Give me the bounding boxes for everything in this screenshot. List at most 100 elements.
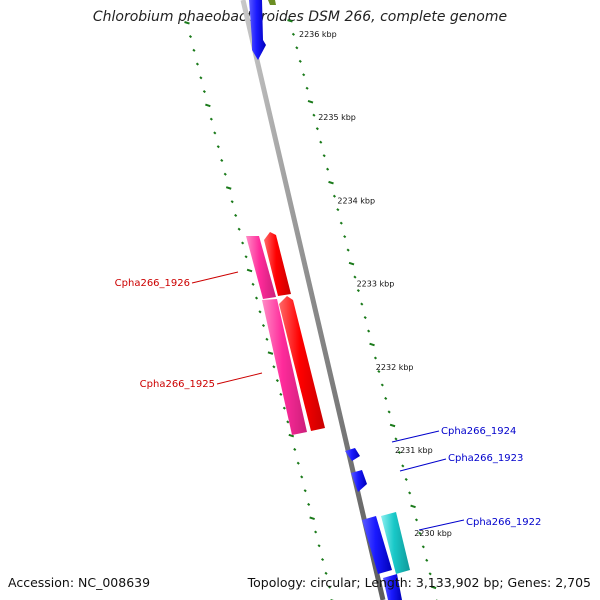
major-tick — [410, 504, 416, 509]
svg-text:Cpha266_1924: Cpha266_1924 — [441, 426, 516, 437]
reverse-strand-ring — [184, 21, 334, 600]
gene-label-1924[interactable]: Cpha266_1924 — [391, 426, 516, 443]
major-tick — [288, 433, 295, 438]
scale-tick-label: 2234 kbp — [337, 196, 375, 205]
minor-tick — [302, 73, 306, 77]
minor-tick — [220, 158, 224, 162]
minor-tick — [360, 302, 364, 306]
svg-text:Cpha266_1925: Cpha266_1925 — [140, 379, 215, 390]
gene-1924-forward — [345, 448, 360, 461]
minor-tick — [343, 235, 347, 239]
minor-tick — [300, 475, 304, 479]
minor-tick — [199, 76, 203, 80]
minor-tick — [241, 241, 245, 245]
minor-tick — [418, 531, 422, 535]
minor-tick — [324, 571, 328, 575]
minor-tick — [202, 90, 206, 94]
minor-tick — [377, 369, 381, 374]
minor-tick — [192, 48, 196, 52]
gene-label-1925[interactable]: Cpha266_1925 — [140, 372, 263, 390]
major-tick — [430, 585, 437, 590]
minor-tick — [291, 32, 295, 36]
major-tick — [184, 21, 190, 25]
minor-tick — [373, 356, 378, 360]
minor-tick — [293, 447, 297, 451]
minor-tick — [261, 324, 266, 328]
genome-backbone — [240, 0, 386, 600]
minor-tick — [380, 383, 384, 387]
minor-tick — [363, 315, 367, 320]
minor-tick — [397, 450, 401, 454]
feature-top — [249, 0, 276, 60]
accession-text: Accession: NC_008639 — [8, 575, 151, 590]
minor-tick — [315, 127, 319, 131]
major-tick — [267, 351, 274, 355]
genome-summary-text: Topology: circular; Length: 3,133,902 bp… — [247, 575, 591, 590]
minor-tick — [428, 572, 432, 576]
minor-tick — [327, 585, 332, 589]
minor-tick — [251, 282, 255, 286]
minor-tick — [305, 86, 309, 90]
major-tick — [328, 180, 334, 185]
minor-tick — [394, 437, 398, 441]
major-tick — [246, 268, 253, 273]
major-tick — [389, 423, 396, 428]
minor-tick — [188, 35, 193, 39]
minor-tick — [295, 46, 299, 50]
major-tick — [225, 186, 232, 190]
minor-tick — [296, 461, 300, 465]
minor-tick — [272, 365, 276, 369]
forward-strand-ring — [287, 19, 438, 600]
minor-tick — [234, 213, 238, 218]
gene-label-1922[interactable]: Cpha266_1922 — [418, 517, 541, 531]
minor-tick — [279, 392, 283, 396]
major-tick — [307, 99, 314, 104]
minor-tick — [404, 477, 408, 481]
minor-tick — [303, 489, 307, 493]
minor-tick — [258, 310, 262, 314]
scale-tick-label: 2231 kbp — [395, 446, 433, 455]
minor-tick — [356, 289, 360, 293]
minor-tick — [367, 329, 371, 333]
gene-1925-reverse — [262, 296, 325, 435]
major-tick — [369, 342, 375, 347]
minor-tick — [408, 491, 412, 495]
major-tick — [348, 261, 355, 266]
minor-tick — [332, 194, 337, 198]
minor-tick — [244, 255, 248, 259]
minor-tick — [339, 221, 343, 225]
major-tick — [205, 103, 211, 108]
minor-tick — [312, 113, 316, 117]
minor-tick — [421, 545, 425, 549]
minor-tick — [209, 117, 213, 121]
gene-1926-reverse — [246, 232, 291, 299]
svg-text:Cpha266_1922: Cpha266_1922 — [466, 517, 541, 528]
scale-labels: 2236 kbp 2235 kbp 2234 kbp 2233 kbp 2232 kbp… — [299, 30, 452, 538]
minor-tick — [286, 420, 290, 424]
minor-tick — [237, 227, 241, 231]
scale-tick-label: 2232 kbp — [376, 363, 414, 372]
minor-tick — [317, 544, 321, 548]
minor-tick — [414, 518, 419, 522]
minor-tick — [346, 248, 350, 252]
major-tick — [309, 516, 315, 520]
minor-tick — [326, 167, 330, 171]
minor-tick — [319, 140, 323, 144]
minor-tick — [254, 296, 259, 300]
gene-label-1926[interactable]: Cpha266_1926 — [115, 271, 239, 289]
minor-tick — [213, 131, 217, 135]
minor-tick — [321, 557, 325, 562]
minor-tick — [216, 145, 220, 149]
gene-1922-forward — [362, 512, 410, 600]
minor-tick — [282, 406, 286, 410]
minor-tick — [265, 337, 269, 341]
minor-tick — [401, 464, 405, 468]
scale-tick-label: 2235 kbp — [318, 113, 356, 122]
minor-tick — [384, 396, 388, 401]
gene-1923-forward — [351, 470, 367, 492]
minor-tick — [336, 208, 340, 212]
minor-tick — [387, 410, 391, 414]
gene-label-1923[interactable]: Cpha266_1923 — [399, 453, 523, 472]
